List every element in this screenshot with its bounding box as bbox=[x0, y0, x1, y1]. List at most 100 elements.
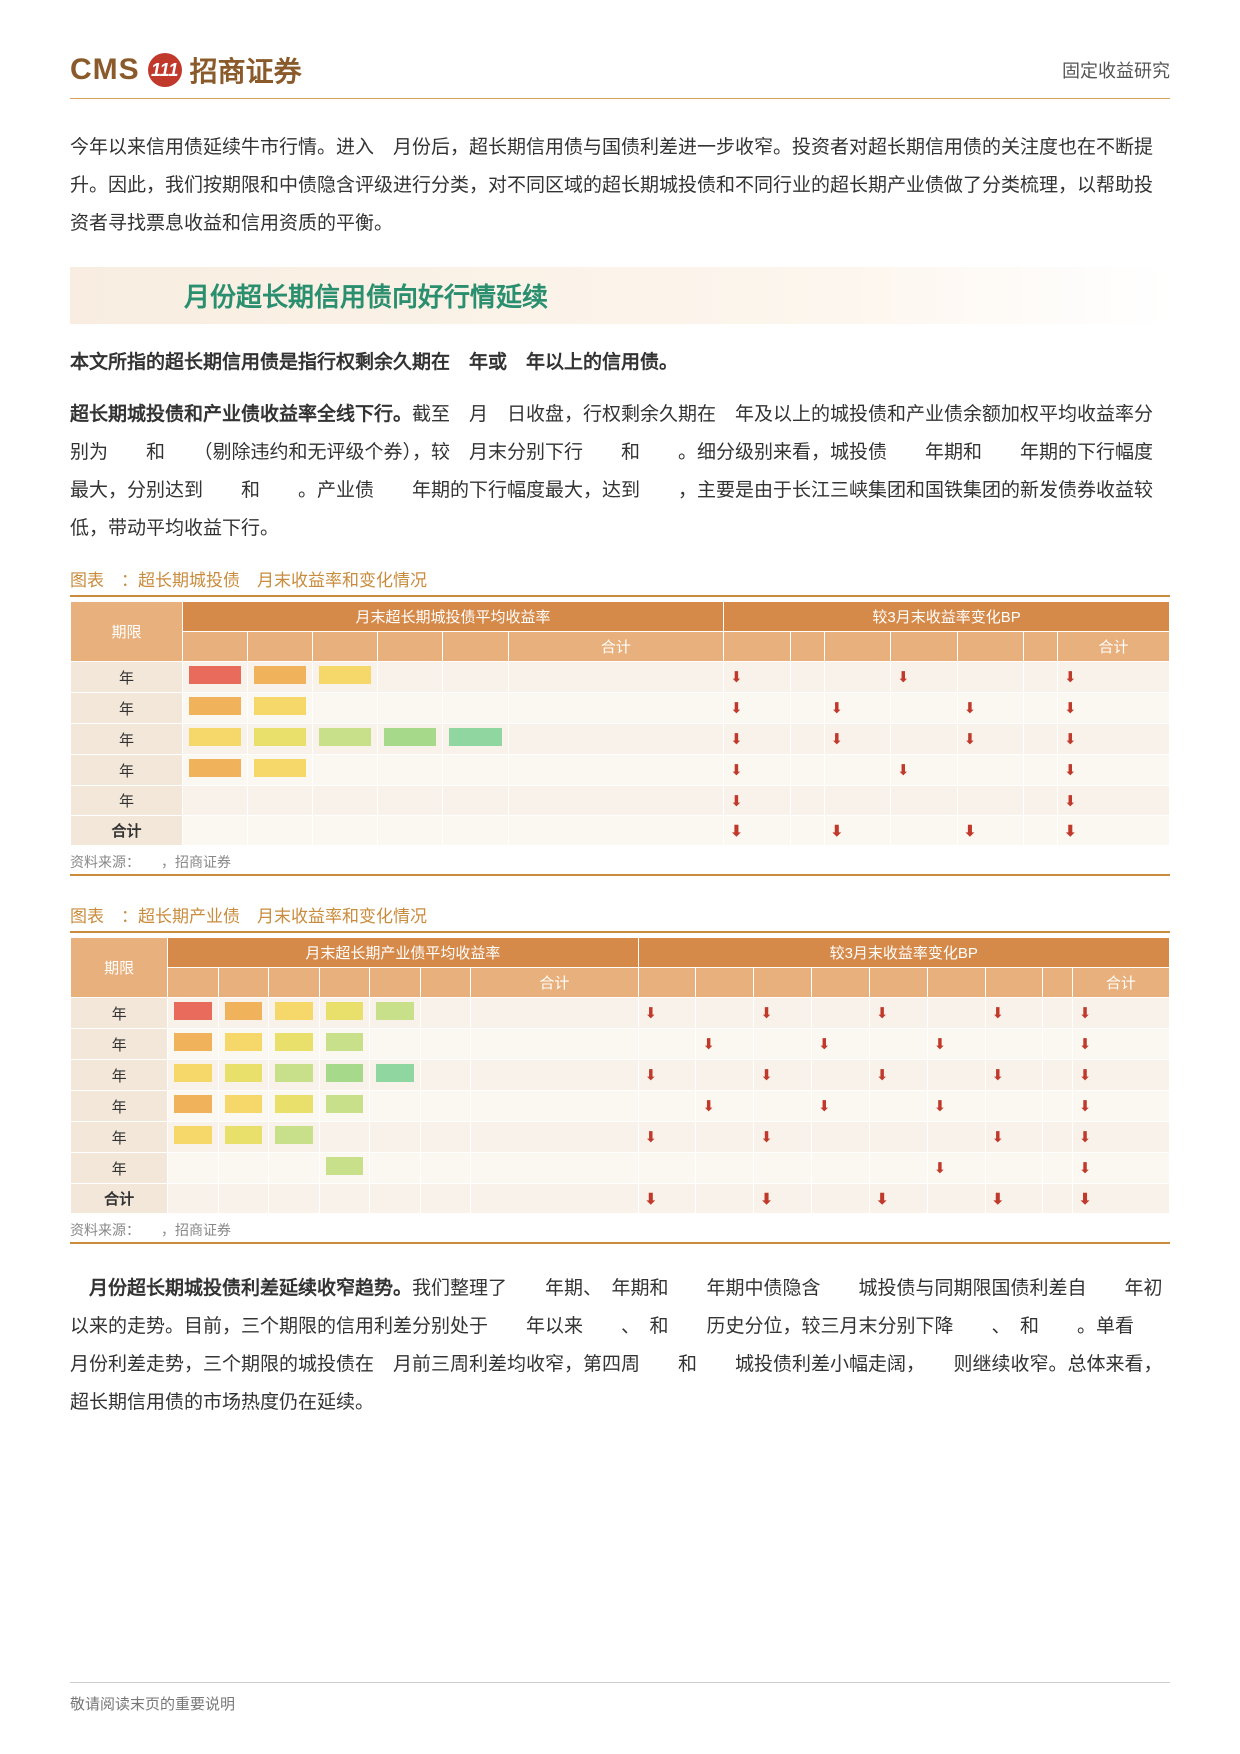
change-cell: ⬇ bbox=[1072, 1060, 1169, 1091]
change-cell: ⬇ bbox=[724, 786, 791, 816]
table-row-term: 年 bbox=[71, 1091, 168, 1122]
table2-right-total: 合计 bbox=[1072, 968, 1169, 998]
change-cell: ⬇ bbox=[696, 1091, 754, 1122]
heat-total-cell bbox=[508, 724, 724, 755]
change-cell: ⬇ bbox=[1072, 1184, 1169, 1214]
change-cell bbox=[638, 1029, 696, 1060]
change-cell bbox=[1043, 998, 1072, 1029]
change-cell bbox=[1043, 1029, 1072, 1060]
heat-cell bbox=[269, 1153, 320, 1184]
heat-cell bbox=[420, 1060, 471, 1091]
change-cell: ⬇ bbox=[824, 816, 891, 846]
down-arrow-icon: ⬇ bbox=[964, 731, 977, 748]
table2-left-total: 合计 bbox=[471, 968, 638, 998]
change-cell: ⬇ bbox=[891, 662, 958, 693]
logo-circle-icon: 111 bbox=[148, 53, 182, 87]
heat-cell bbox=[218, 1122, 269, 1153]
table1: 期限 月末超长期城投债平均收益率 较3月末收益率变化BP 合计 合计 年⬇⬇⬇年… bbox=[70, 601, 1170, 846]
heat-cell bbox=[313, 724, 378, 755]
heat-cell bbox=[269, 1091, 320, 1122]
heat-cell bbox=[182, 693, 247, 724]
change-cell: ⬇ bbox=[927, 1153, 985, 1184]
change-cell: ⬇ bbox=[869, 998, 927, 1029]
heat-cell bbox=[370, 1091, 421, 1122]
down-arrow-icon: ⬇ bbox=[831, 823, 844, 840]
change-cell: ⬇ bbox=[1057, 816, 1169, 846]
heat-cell bbox=[370, 1122, 421, 1153]
heat-cell bbox=[378, 693, 443, 724]
heat-total-cell bbox=[471, 1091, 638, 1122]
table-row-term: 年 bbox=[71, 724, 183, 755]
change-cell bbox=[1043, 1060, 1072, 1091]
heat-cell bbox=[269, 998, 320, 1029]
change-cell bbox=[790, 693, 824, 724]
heat-cell bbox=[269, 1029, 320, 1060]
heat-cell bbox=[420, 998, 471, 1029]
definition-line: 本文所指的超长期信用债是指行权剩余久期在 年或 年以上的信用债。 bbox=[70, 344, 1170, 382]
heat-cell bbox=[319, 1029, 370, 1060]
change-cell bbox=[696, 998, 754, 1029]
change-cell bbox=[927, 1122, 985, 1153]
change-cell bbox=[1043, 1122, 1072, 1153]
heat-cell bbox=[420, 1184, 471, 1214]
heat-total-cell bbox=[508, 693, 724, 724]
change-cell: ⬇ bbox=[812, 1091, 870, 1122]
change-cell bbox=[696, 1153, 754, 1184]
heat-total-cell bbox=[508, 662, 724, 693]
down-arrow-icon: ⬇ bbox=[1064, 823, 1077, 840]
change-cell bbox=[824, 786, 891, 816]
heat-cell bbox=[319, 1184, 370, 1214]
down-arrow-icon: ⬇ bbox=[730, 823, 743, 840]
para1-bold: 超长期城投债和产业债收益率全线下行。 bbox=[70, 404, 412, 425]
heat-cell bbox=[313, 755, 378, 786]
down-arrow-icon: ⬇ bbox=[1064, 669, 1077, 686]
heat-cell bbox=[370, 998, 421, 1029]
change-cell bbox=[985, 1029, 1043, 1060]
down-arrow-icon: ⬇ bbox=[992, 1005, 1005, 1022]
table-row-term: 年 bbox=[71, 693, 183, 724]
down-arrow-icon: ⬇ bbox=[876, 1191, 889, 1208]
down-arrow-icon: ⬇ bbox=[831, 731, 844, 748]
down-arrow-icon: ⬇ bbox=[876, 1005, 889, 1022]
table2-head-right: 较3月末收益率变化BP bbox=[638, 938, 1169, 968]
down-arrow-icon: ⬇ bbox=[760, 1005, 773, 1022]
heat-cell bbox=[168, 1060, 219, 1091]
change-cell: ⬇ bbox=[754, 1060, 812, 1091]
change-cell: ⬇ bbox=[638, 1184, 696, 1214]
down-arrow-icon: ⬇ bbox=[760, 1067, 773, 1084]
heat-cell bbox=[182, 786, 247, 816]
heat-cell bbox=[378, 786, 443, 816]
down-arrow-icon: ⬇ bbox=[934, 1160, 947, 1177]
heat-cell bbox=[269, 1122, 320, 1153]
change-cell bbox=[927, 998, 985, 1029]
table-row-term: 年 bbox=[71, 1122, 168, 1153]
change-cell: ⬇ bbox=[927, 1029, 985, 1060]
logo-cn-text: 招商证券 bbox=[190, 50, 302, 90]
heat-cell bbox=[182, 662, 247, 693]
change-cell: ⬇ bbox=[754, 1184, 812, 1214]
paragraph-1: 超长期城投债和产业债收益率全线下行。截至 月 日收盘，行权剩余久期在 年及以上的… bbox=[70, 396, 1170, 548]
change-cell bbox=[891, 693, 958, 724]
change-cell bbox=[891, 724, 958, 755]
heat-cell bbox=[218, 1060, 269, 1091]
change-cell bbox=[957, 662, 1024, 693]
change-cell: ⬇ bbox=[824, 693, 891, 724]
heat-cell bbox=[319, 1060, 370, 1091]
down-arrow-icon: ⬇ bbox=[760, 1129, 773, 1146]
change-cell bbox=[754, 1029, 812, 1060]
change-cell: ⬇ bbox=[824, 724, 891, 755]
down-arrow-icon: ⬇ bbox=[964, 823, 977, 840]
change-cell bbox=[812, 1060, 870, 1091]
change-cell bbox=[790, 662, 824, 693]
change-cell: ⬇ bbox=[696, 1029, 754, 1060]
heat-cell bbox=[218, 1184, 269, 1214]
change-cell: ⬇ bbox=[927, 1091, 985, 1122]
change-cell bbox=[790, 755, 824, 786]
heat-cell bbox=[248, 755, 313, 786]
intro-paragraph: 今年以来信用债延续牛市行情。进入 月份后，超长期信用债与国债利差进一步收窄。投资… bbox=[70, 129, 1170, 243]
change-cell: ⬇ bbox=[1072, 1091, 1169, 1122]
heat-cell bbox=[182, 816, 247, 846]
heat-total-cell bbox=[508, 786, 724, 816]
heat-cell bbox=[269, 1060, 320, 1091]
change-cell: ⬇ bbox=[985, 1122, 1043, 1153]
